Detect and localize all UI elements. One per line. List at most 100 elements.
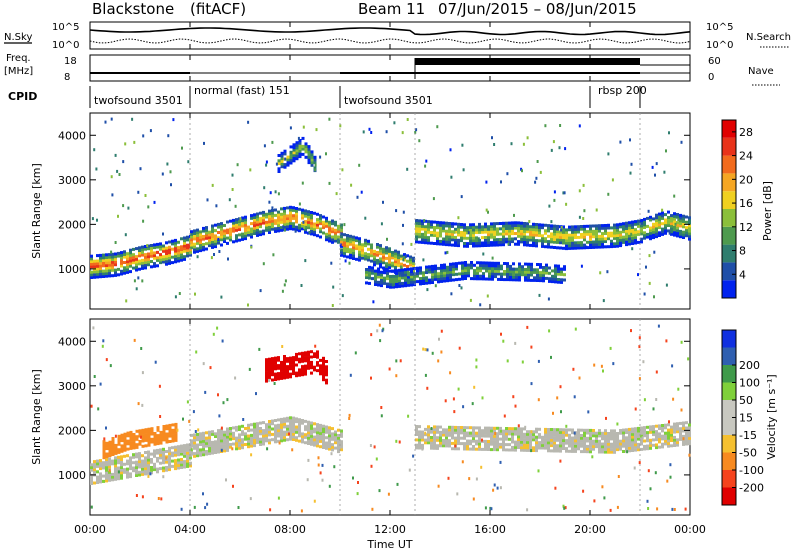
power-cell	[458, 261, 461, 265]
power-cell	[274, 221, 277, 225]
power-cell	[111, 263, 114, 267]
power-cell	[307, 150, 311, 154]
velocity-cell	[502, 443, 505, 446]
power-cell	[619, 225, 622, 229]
velocity-cell	[676, 440, 679, 444]
power-cell	[205, 234, 208, 238]
velocity-cell	[547, 433, 550, 437]
velocity-cell	[469, 434, 472, 438]
velocity-cell	[682, 434, 685, 438]
power-cell	[502, 243, 505, 247]
velocity-cell	[655, 432, 658, 436]
power-noise-cell	[263, 144, 266, 148]
velocity-cell	[544, 433, 547, 437]
velocity-cell	[271, 365, 274, 369]
velocity-cell	[123, 470, 126, 474]
power-cell	[494, 261, 497, 265]
power-cell	[550, 240, 553, 244]
power-cell	[193, 242, 196, 246]
power-cell	[277, 216, 280, 219]
velocity-cell	[640, 434, 643, 438]
velocity-cell	[667, 439, 670, 443]
velocity-noise-cell	[461, 460, 464, 464]
velocity-cell	[316, 361, 319, 365]
velocity-cell	[307, 350, 310, 354]
power-cell	[325, 222, 328, 226]
velocity-cell	[211, 432, 214, 436]
velocity-cell	[541, 438, 544, 442]
velocity-noise-cell	[317, 463, 320, 467]
velocity-cell	[289, 364, 292, 368]
velocity-noise-cell	[591, 455, 594, 459]
velocity-cell	[298, 431, 301, 435]
freq-tick-low: 8	[64, 72, 70, 83]
velocity-cell	[286, 424, 289, 428]
power-cell	[108, 255, 111, 259]
power-cell	[371, 269, 374, 273]
velocity-cell	[544, 443, 547, 447]
velocity-cell	[235, 447, 238, 451]
power-cell	[253, 224, 256, 227]
power-cell	[331, 240, 334, 244]
power-cell	[458, 277, 461, 281]
power-cell	[530, 273, 533, 277]
velocity-noise-cell	[556, 396, 559, 400]
velocity-cell	[424, 438, 427, 442]
velocity-cell	[637, 426, 640, 430]
power-cell	[358, 242, 361, 246]
power-cell	[679, 232, 682, 236]
velocity-cell	[601, 445, 604, 449]
power-noise-cell	[339, 243, 342, 247]
power-cell	[413, 277, 416, 281]
velocity-cell	[190, 450, 193, 453]
power-cell	[487, 225, 490, 229]
power-cell	[108, 269, 111, 273]
power-cell	[455, 272, 458, 276]
velocity-cell	[96, 459, 99, 463]
power-cell	[355, 236, 358, 240]
velocity-noise-cell	[154, 360, 157, 364]
power-cell	[114, 257, 117, 261]
power-noise-cell	[284, 157, 287, 161]
velocity-cell	[223, 449, 226, 453]
velocity-cell	[283, 360, 286, 364]
power-noise-cell	[422, 258, 425, 262]
velocity-noise-cell	[475, 358, 478, 362]
power-cell	[331, 227, 334, 231]
velocity-cell	[208, 441, 211, 445]
velocity-cell	[664, 431, 667, 435]
velocity-cell	[529, 438, 532, 442]
velocity-noise-cell	[370, 333, 373, 337]
power-cell	[406, 275, 409, 279]
power-cell	[259, 225, 262, 229]
velocity-noise-cell	[453, 410, 456, 414]
power-cell	[295, 217, 298, 221]
power-cell	[503, 278, 506, 282]
velocity-noise-cell	[194, 430, 197, 433]
velocity-cell	[469, 442, 472, 446]
power-cell	[463, 244, 466, 248]
power-cell	[147, 257, 150, 261]
velocity-cell	[640, 426, 643, 430]
velocity-cell	[156, 451, 159, 455]
power-cell	[565, 241, 568, 245]
velocity-cell	[469, 439, 472, 443]
power-cell	[449, 262, 452, 266]
velocity-cell	[156, 442, 160, 446]
velocity-cell	[577, 447, 580, 451]
velocity-cell	[150, 440, 154, 444]
velocity-cell	[168, 454, 171, 458]
power-noise-cell	[602, 299, 605, 303]
velocity-cell	[568, 449, 571, 453]
velocity-cell	[214, 432, 217, 436]
power-noise-cell	[558, 146, 561, 150]
velocity-cell	[256, 435, 259, 439]
power-cell	[533, 276, 536, 280]
power-cell	[376, 259, 379, 262]
velocity-cell	[286, 365, 289, 369]
power-cell	[316, 226, 319, 230]
power-cell	[208, 238, 211, 242]
velocity-cell	[442, 431, 445, 434]
velocity-cell	[628, 449, 631, 453]
velocity-noise-cell	[517, 424, 520, 428]
